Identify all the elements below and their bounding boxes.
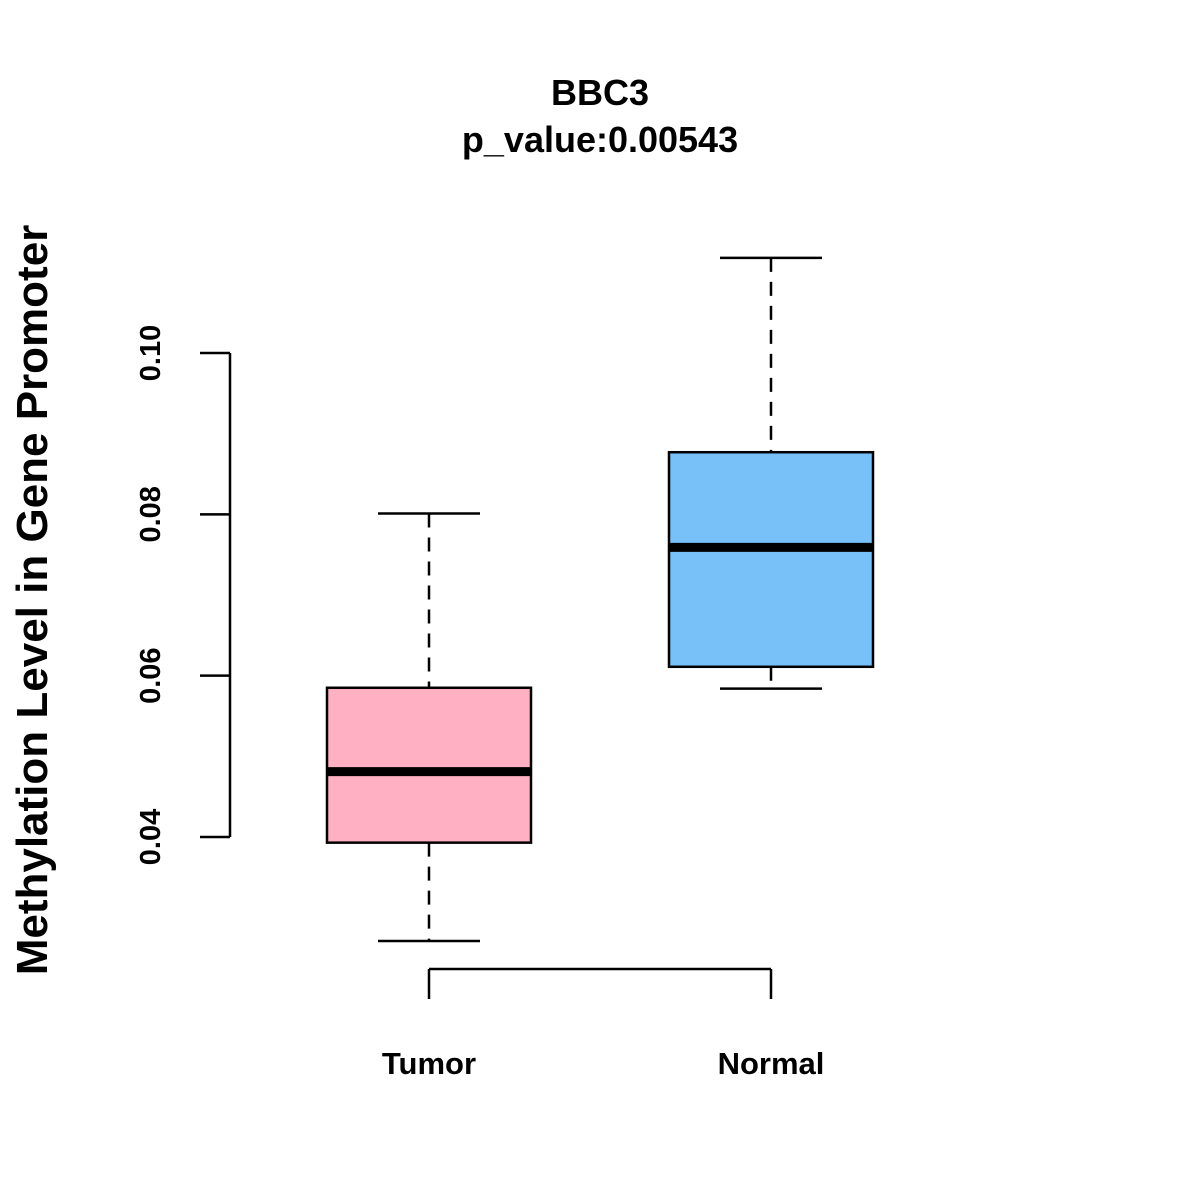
x-tick-label-tumor: Tumor xyxy=(382,1046,476,1081)
y-tick-label: 0.10 xyxy=(135,325,167,381)
x-tick-label-normal: Normal xyxy=(718,1046,825,1081)
y-tick-label: 0.08 xyxy=(135,486,167,542)
y-axis: 0.04 0.06 0.08 0.10 xyxy=(135,325,232,865)
chart-subtitle: p_value:0.00543 xyxy=(462,119,738,160)
y-axis-label: Methylation Level in Gene Promoter xyxy=(8,225,57,976)
x-axis: Tumor Normal xyxy=(382,967,825,1081)
box-normal xyxy=(667,256,875,690)
box-tumor xyxy=(325,512,533,943)
boxes-group xyxy=(325,256,875,943)
iqr-box-normal xyxy=(667,450,875,669)
y-tick-label: 0.06 xyxy=(135,647,167,703)
y-tick-label: 0.04 xyxy=(135,809,167,865)
chart-title: BBC3 xyxy=(551,72,649,113)
iqr-box-tumor xyxy=(325,686,533,844)
